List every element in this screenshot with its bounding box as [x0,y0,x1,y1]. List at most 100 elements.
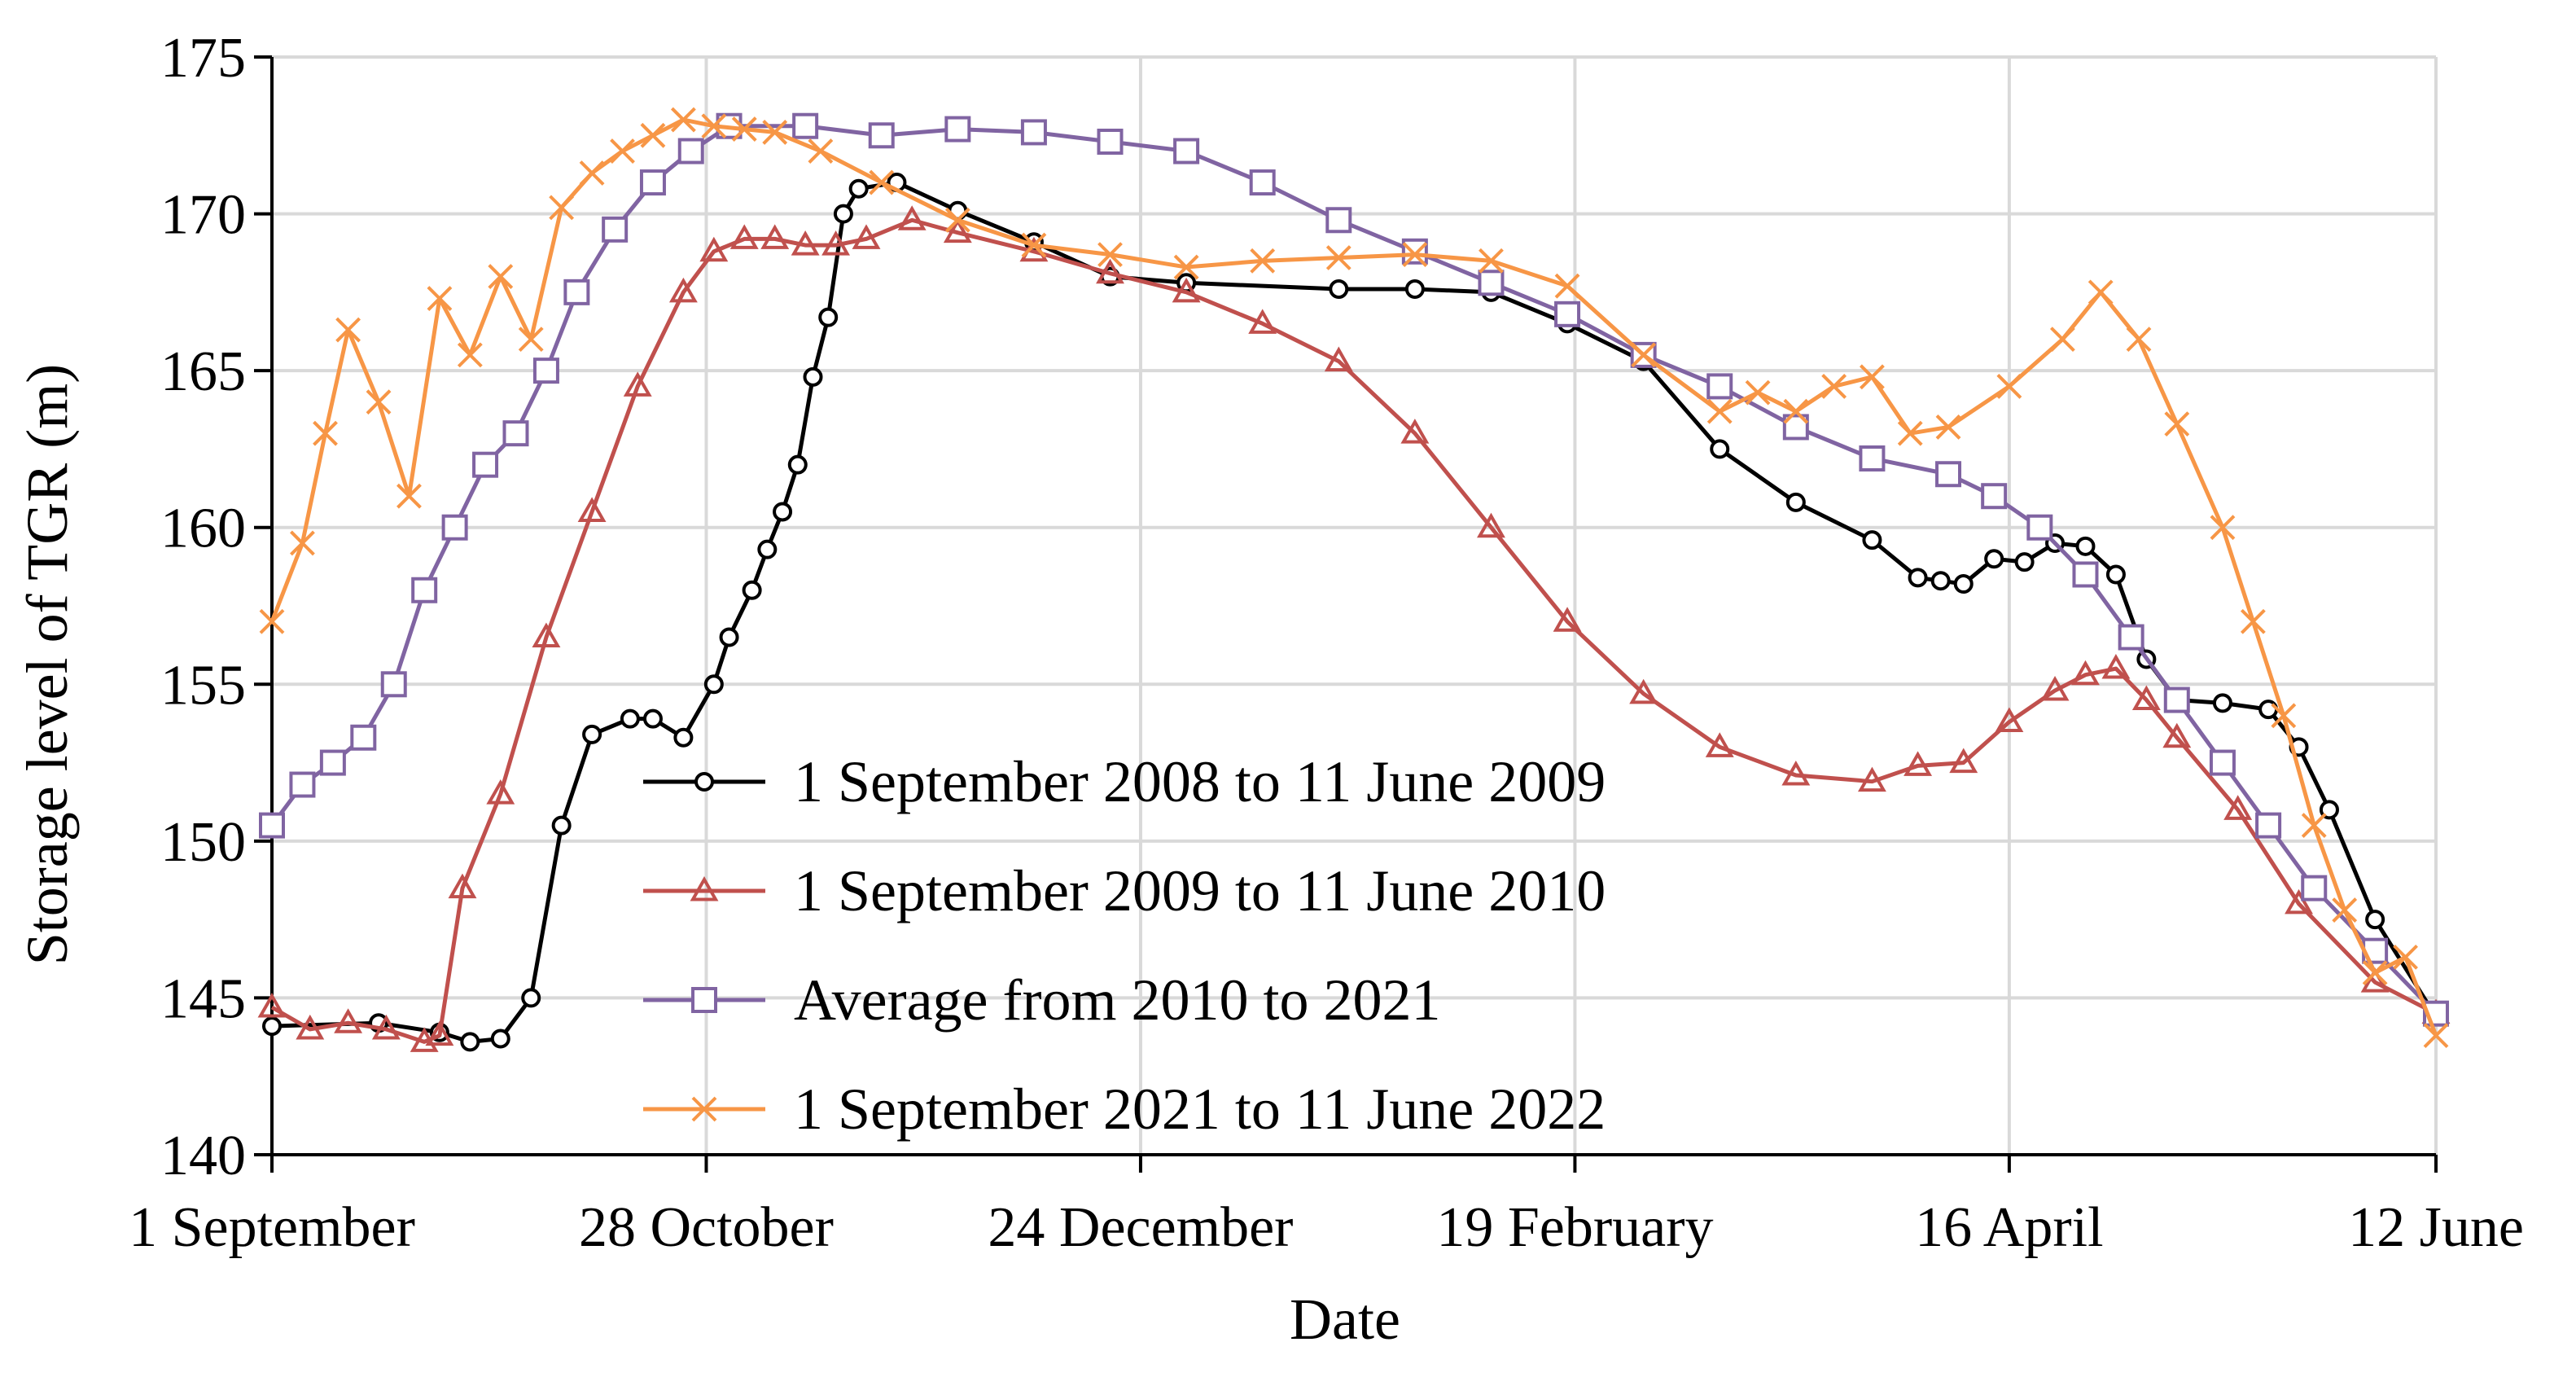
data-point [1325,207,1352,234]
series-1 [262,173,2446,1052]
x-marker-stroke [2332,897,2358,923]
data-point [1097,128,1124,155]
data-point [1785,492,1806,512]
series-4 [259,107,2449,1049]
data-point [448,873,477,899]
data-point [610,138,635,164]
data-point [259,608,285,634]
series-group [257,107,2451,1052]
legend-label: 1 September 2008 to 11 June 2009 [794,749,1606,814]
y-axis-title: Storage level of TGR (m) [15,364,80,966]
data-point [1329,279,1349,300]
x-marker-stroke [259,608,285,634]
x-marker-stroke [670,107,696,133]
data-point [791,230,820,256]
x-marker-stroke [1325,245,1352,270]
data-point [425,1020,454,1046]
data-point [2301,813,2327,839]
x-marker-stroke [1935,414,1961,440]
legend-label: 1 September 2009 to 11 June 2010 [794,858,1606,923]
data-point [1172,277,1201,303]
x-marker-stroke [2301,813,2327,839]
data-point [371,1014,401,1040]
data-point [2072,561,2099,588]
x-marker-stroke [1250,248,1276,274]
x-marker-stroke [2423,1023,2449,1049]
data-point [1953,574,1974,594]
data-point [1859,445,1886,472]
data-point [2040,675,2070,701]
data-point [2118,624,2144,651]
data-point [411,577,438,603]
data-point [2423,1023,2449,1049]
x-marker-stroke [2393,944,2418,970]
x-marker-stroke [366,389,392,415]
data-point [1402,242,1428,268]
x-marker-stroke [488,264,514,290]
data-point [1250,248,1276,274]
data-point [457,342,483,368]
data-point [350,724,377,751]
data-point [2026,514,2053,541]
x-marker-stroke [2164,411,2190,437]
legend-swatch-marker [694,772,714,792]
x-marker-stroke [1745,379,1771,406]
data-point [1020,119,1047,146]
series-line [270,217,2438,1044]
x-marker-stroke [549,195,575,221]
legend-swatch-marker [691,1096,717,1122]
x-marker-stroke [2271,703,2297,729]
data-point [259,812,285,839]
data-point [1995,707,2024,733]
data-point [668,277,698,303]
gridlines [272,55,2438,1155]
x-tick-label: 12 June [2348,1196,2524,1259]
data-point [1096,258,1124,284]
data-point [1949,748,1978,774]
data-point [670,107,696,133]
data-point [2393,944,2418,970]
data-point [579,160,605,186]
data-point [262,1016,282,1037]
data-point [868,122,895,149]
data-point [1249,169,1276,196]
x-axis-title: Date [1290,1287,1400,1352]
data-point [1248,309,1277,334]
data-point [1401,238,1428,265]
data-point [602,216,629,243]
x-marker-stroke [731,116,757,142]
data-point [396,483,422,509]
x-marker-stroke [335,317,361,343]
data-point [2362,960,2388,986]
data-point [943,217,972,243]
x-marker-stroke [808,138,834,164]
data-point [1897,420,1923,446]
x-marker-stroke [1706,398,1733,424]
x-tick-label: 1 September [129,1196,415,1259]
data-point [427,286,453,311]
data-point [2049,327,2075,353]
x-marker-stroke [313,420,338,446]
series-3 [259,112,2449,1027]
x-marker-stroke [701,113,727,139]
data-point [762,120,788,145]
data-point [532,357,559,384]
data-point [897,205,927,230]
data-point [2332,897,2358,923]
data-point [290,530,315,556]
y-tick-label: 165 [160,340,246,403]
x-marker-stroke [1021,232,1047,258]
data-point [551,815,572,836]
data-point [2210,515,2236,541]
x-marker-stroke [1783,398,1809,424]
data-point [486,779,515,805]
data-point [2285,888,2313,914]
data-point [642,708,663,729]
data-point [757,539,778,559]
data-point [2071,660,2100,686]
data-point [729,224,759,249]
x-marker-stroke [1860,364,1885,390]
data-point [623,371,652,397]
legend-item: 1 September 2008 to 11 June 2009 [643,749,1606,814]
data-point [760,224,790,249]
